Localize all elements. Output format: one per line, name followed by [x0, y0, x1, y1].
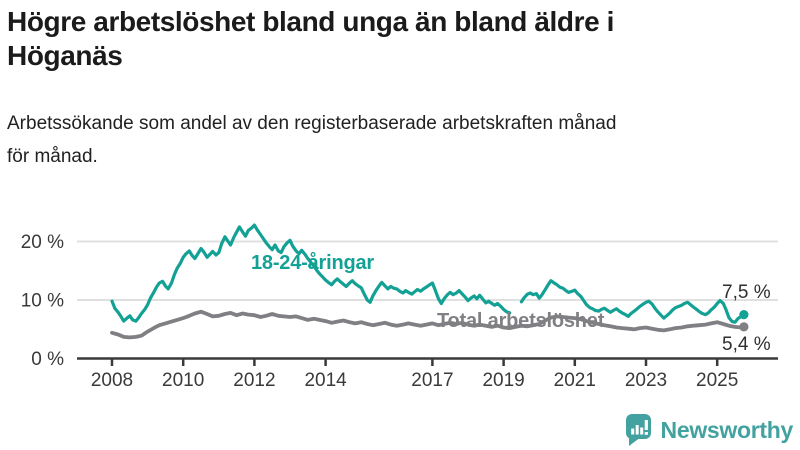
x-tick-label: 2021 — [554, 370, 596, 391]
end-value-label-total: 5,4 % — [722, 334, 771, 355]
x-tick-label: 2017 — [411, 370, 453, 391]
newsworthy-brand-name: Newsworthy — [660, 416, 794, 443]
end-value-label-youth: 7,5 % — [722, 282, 771, 303]
x-tick-label: 2008 — [91, 370, 133, 391]
chart-subtitle: Arbetssökande som andel av den registerb… — [7, 107, 797, 173]
chart-subtitle-line-2: för månad. — [7, 146, 98, 167]
x-tick-label: 2025 — [696, 370, 738, 391]
series-end-dot-total — [739, 322, 749, 332]
series-line-total — [110, 309, 746, 340]
x-tick-label: 2010 — [162, 370, 204, 391]
newsworthy-branding: Newsworthy — [624, 413, 793, 447]
series-end-dot-youth — [739, 310, 749, 320]
series-label-youth: 18-24-åringar — [251, 252, 375, 274]
series-label-total: Total arbetslöshet — [437, 310, 605, 332]
page-title-line-1: Högre arbetslöshet bland unga än bland ä… — [7, 6, 615, 37]
y-tick-label: 10 % — [21, 291, 64, 312]
x-tick-label: 2019 — [482, 370, 524, 391]
series-line-youth — [110, 223, 746, 324]
page-title: Högre arbetslöshet bland unga än bland ä… — [7, 5, 797, 73]
y-tick-label: 0 % — [31, 349, 64, 370]
chart-subtitle-line-1: Arbetssökande som andel av den registerb… — [7, 113, 617, 134]
newsworthy-logo-icon — [625, 414, 651, 446]
x-tick-label: 2014 — [304, 370, 347, 391]
y-tick-label: 20 % — [21, 232, 64, 253]
page-title-line-2: Höganäs — [7, 40, 123, 71]
x-tick-label: 2012 — [233, 370, 275, 391]
x-tick-label: 2023 — [625, 370, 667, 391]
